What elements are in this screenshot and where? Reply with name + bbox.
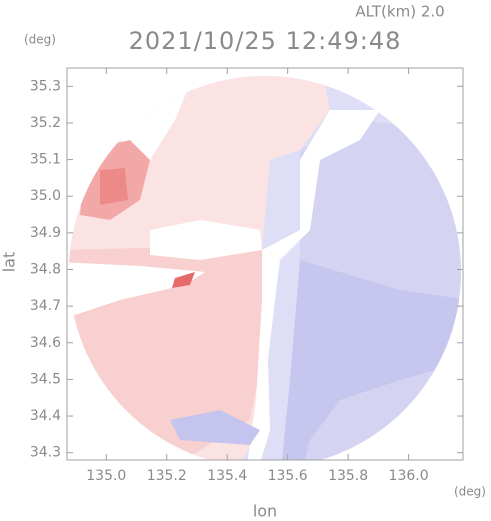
plot-frame xyxy=(66,67,464,461)
y-tick-label: 34.7 xyxy=(30,298,61,314)
x-tick-label: 135.2 xyxy=(147,468,187,484)
y-tick-label: 34.4 xyxy=(30,408,61,424)
x-tick-label: 136.0 xyxy=(389,468,429,484)
y-tick-label: 35.1 xyxy=(30,152,61,168)
y-unit: (deg) xyxy=(24,33,56,47)
x-tick-label: 135.8 xyxy=(328,468,368,484)
y-tick-label: 34.5 xyxy=(30,371,61,387)
x-tick-label: 135.0 xyxy=(86,468,126,484)
y-tick-label: 34.8 xyxy=(30,261,61,277)
y-tick-label: 35.3 xyxy=(30,78,61,94)
x-tick-label: 135.4 xyxy=(207,468,247,484)
y-tick-label: 34.3 xyxy=(30,445,61,461)
y-tick-label: 35.0 xyxy=(30,188,61,204)
y-axis-label: lat xyxy=(0,252,19,273)
x-unit: (deg) xyxy=(454,485,486,499)
y-tick-label: 34.6 xyxy=(30,335,61,351)
subtitle: ALT(km) 2.0 xyxy=(355,3,444,21)
x-axis-label: lon xyxy=(253,502,277,521)
chart-title: 2021/10/25 12:49:48 xyxy=(129,27,402,55)
y-tick-label: 34.9 xyxy=(30,225,61,241)
radar-field xyxy=(69,76,461,460)
y-tick-label: 35.2 xyxy=(30,115,61,131)
x-tick-label: 135.6 xyxy=(268,468,308,484)
